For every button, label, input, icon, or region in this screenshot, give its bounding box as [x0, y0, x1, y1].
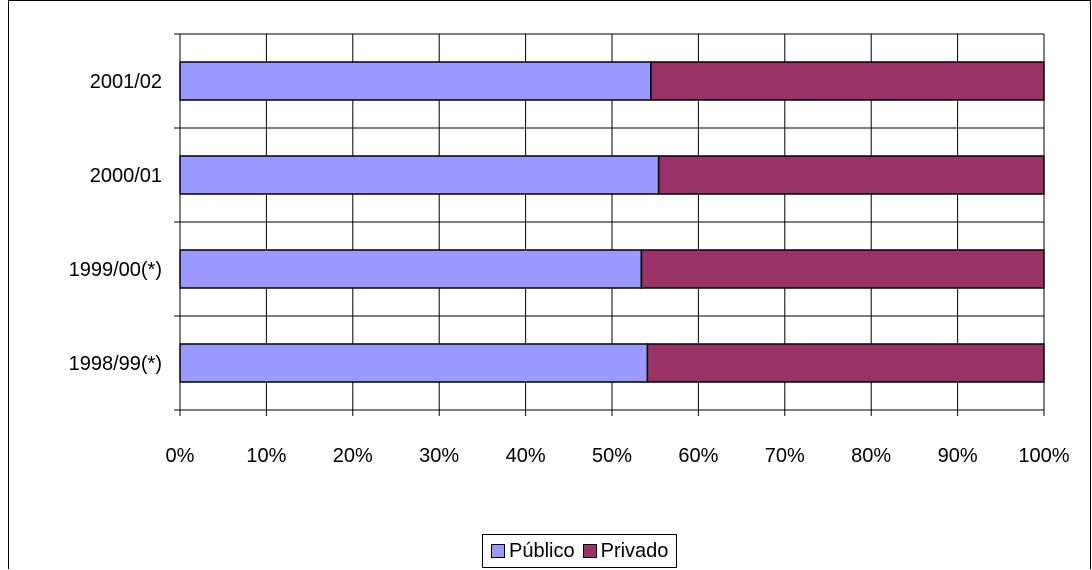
legend: Público Privado — [482, 534, 678, 568]
x-tick-label: 60% — [678, 445, 718, 467]
legend-item-privado: Privado — [582, 539, 669, 563]
bar-publico — [179, 155, 660, 195]
x-tick-label: 50% — [592, 445, 632, 467]
legend-label-publico: Público — [509, 539, 575, 562]
chart-frame — [8, 0, 1091, 569]
bar-privado — [646, 343, 1045, 383]
bar-privado — [650, 61, 1045, 101]
legend-item-publico: Público — [491, 540, 575, 563]
x-tick-label: 70% — [765, 445, 805, 467]
y-tick-label: 1998/99(*) — [69, 353, 162, 375]
bar-publico — [179, 249, 643, 289]
bar-publico — [179, 343, 649, 383]
x-tick-label: 40% — [506, 445, 546, 467]
x-tick-label: 100% — [1018, 445, 1069, 467]
x-tick-label: 0% — [166, 445, 195, 467]
bar-privado — [657, 155, 1045, 195]
x-tick-label: 80% — [851, 445, 891, 467]
legend-swatch-publico — [491, 544, 505, 558]
y-tick-label: 1999/00(*) — [69, 259, 162, 281]
stacked-bar-chart: 2001/02 2000/01 1999/00(*) 1998/99(*) 0% 10% 2… — [69, 33, 1070, 467]
y-tick-label: 2000/01 — [90, 165, 162, 187]
legend-label-privado: Privado — [600, 539, 669, 562]
x-tick-label: 10% — [246, 445, 286, 467]
bar-privado — [640, 249, 1045, 289]
x-tick-label: 90% — [938, 445, 978, 467]
y-tick-label: 2001/02 — [90, 71, 162, 93]
bar-publico — [179, 61, 652, 101]
legend-swatch-privado — [582, 544, 597, 558]
x-tick-label: 20% — [333, 445, 373, 467]
x-tick-label: 30% — [419, 445, 459, 467]
